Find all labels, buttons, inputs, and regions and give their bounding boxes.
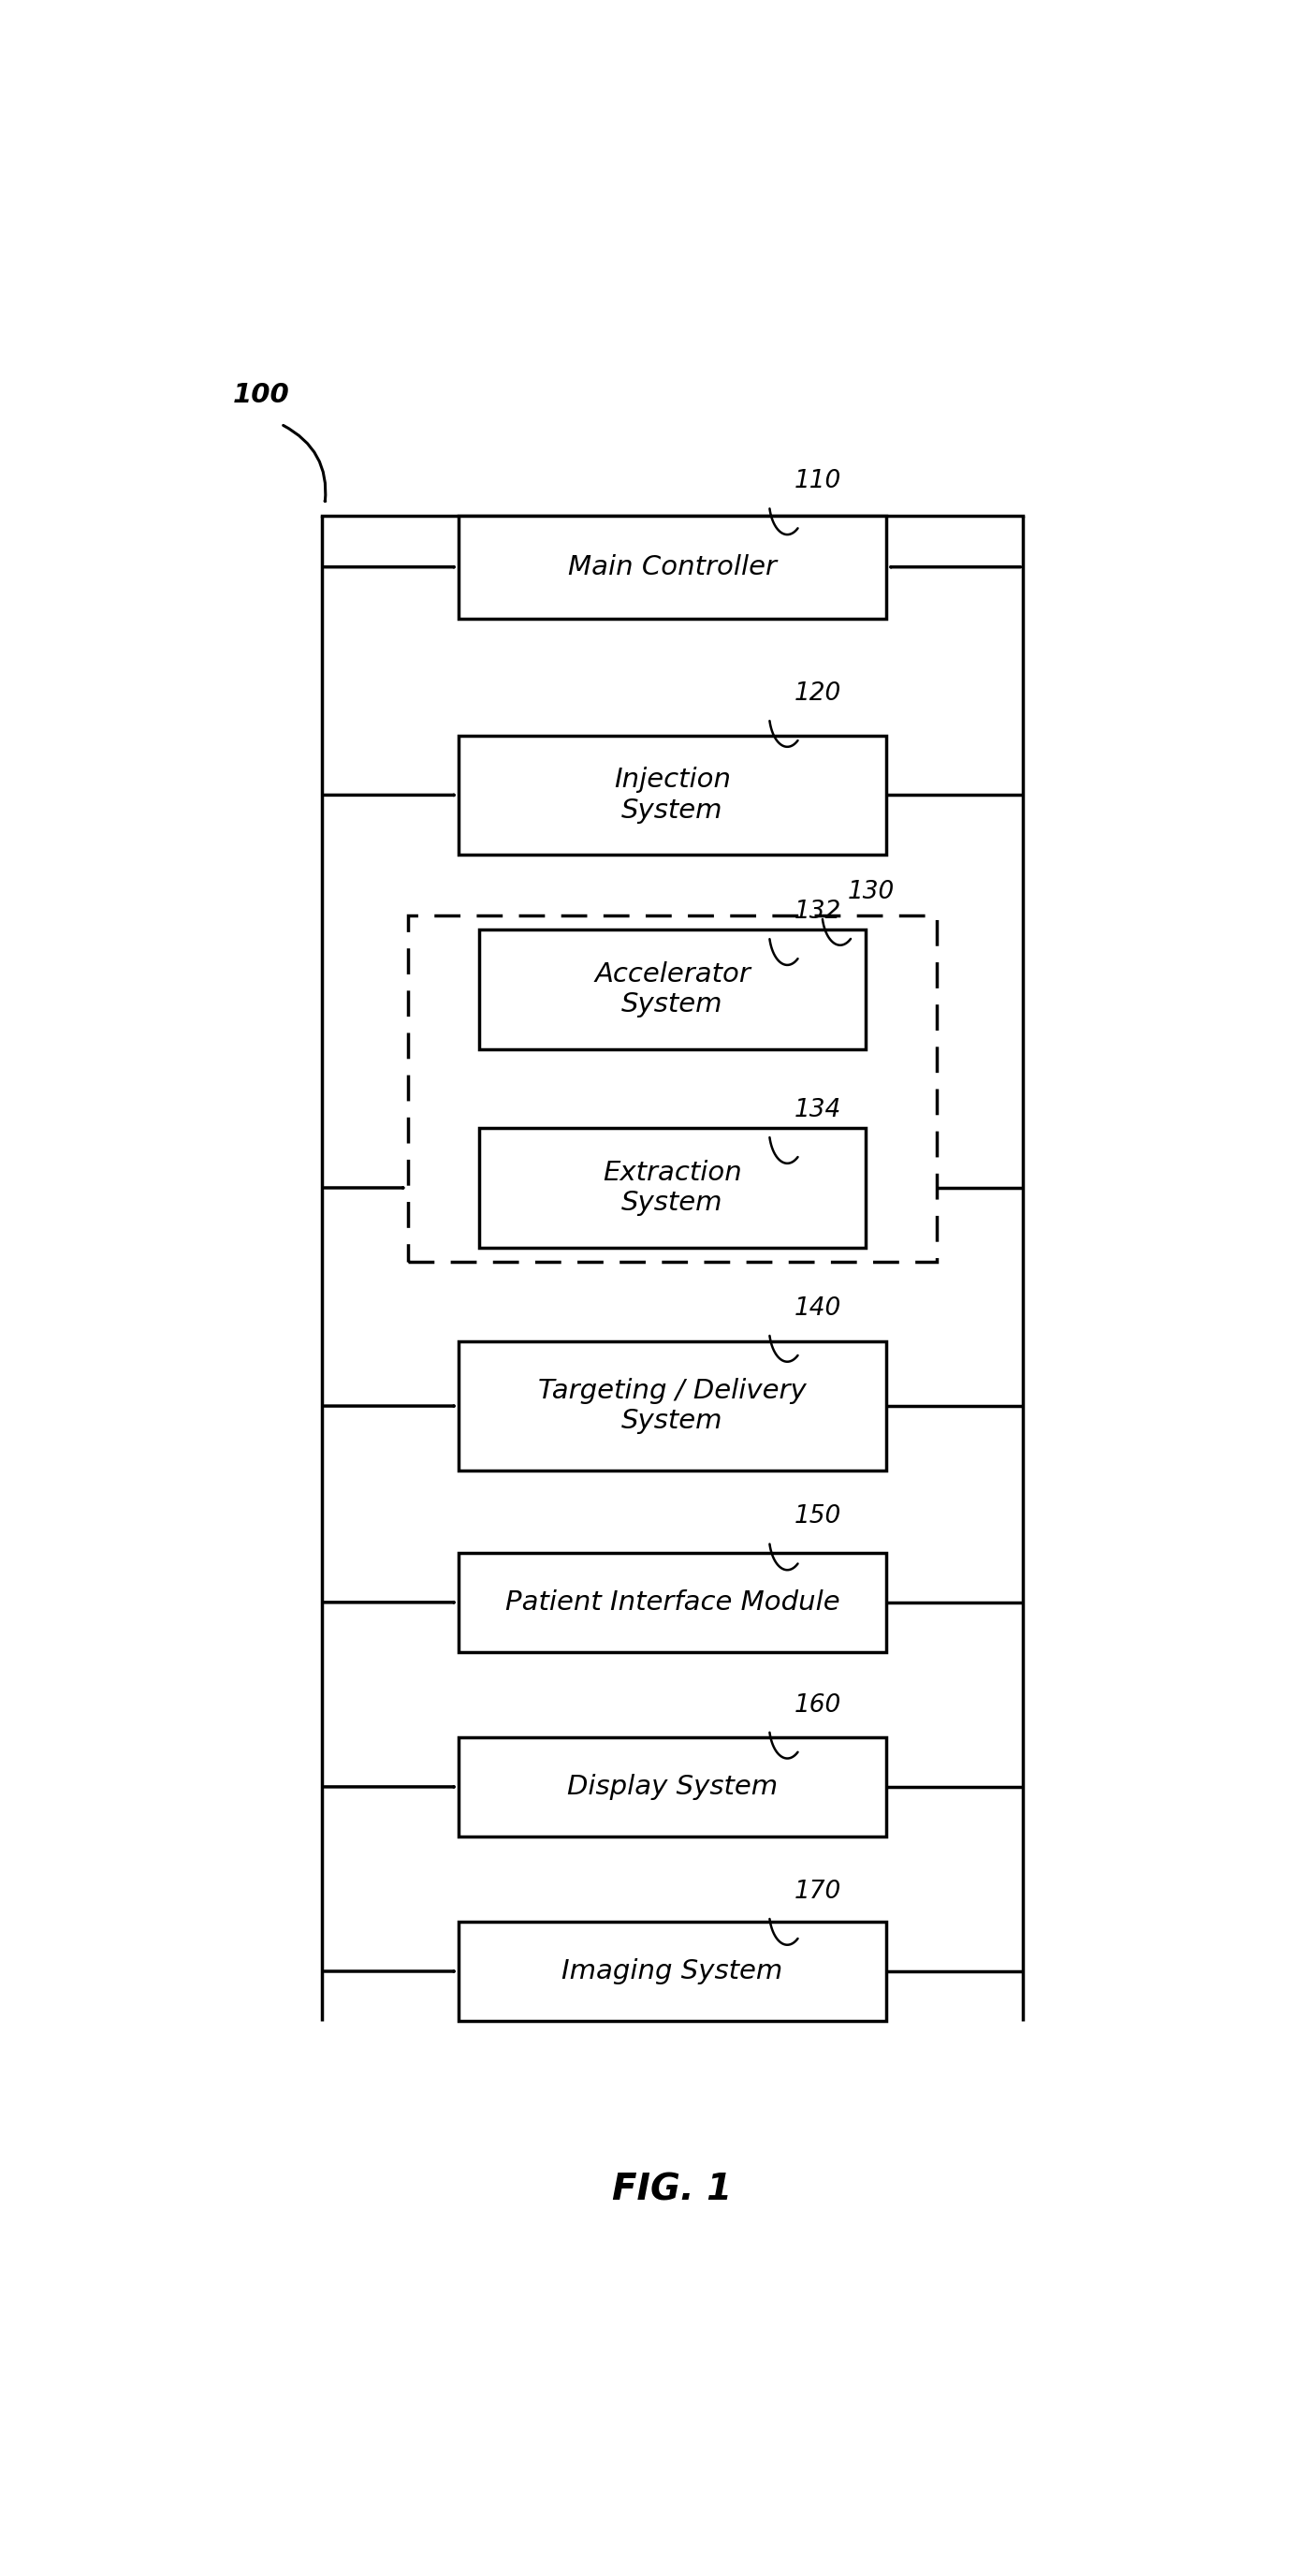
Text: 130: 130 (848, 881, 895, 904)
Text: Patient Interface Module: Patient Interface Module (505, 1589, 840, 1615)
Text: FIG. 1: FIG. 1 (613, 2172, 732, 2208)
Text: 160: 160 (794, 1692, 841, 1718)
Text: 100: 100 (234, 381, 290, 407)
Text: Accelerator
System: Accelerator System (594, 961, 750, 1018)
Bar (479, 1128, 866, 1247)
Text: Injection
System: Injection System (614, 768, 731, 824)
Bar (459, 1553, 886, 1651)
Text: 132: 132 (794, 899, 841, 925)
Text: 170: 170 (794, 1880, 841, 1904)
Bar (459, 1736, 886, 1837)
Bar (408, 914, 937, 1262)
Bar (459, 1342, 886, 1471)
Text: Targeting / Delivery
System: Targeting / Delivery System (538, 1378, 807, 1435)
Text: 134: 134 (794, 1097, 841, 1123)
Bar (459, 1922, 886, 2022)
Text: 110: 110 (794, 469, 841, 495)
Text: Display System: Display System (567, 1775, 778, 1801)
Text: Extraction
System: Extraction System (602, 1159, 743, 1216)
Text: 140: 140 (794, 1296, 841, 1321)
Text: 150: 150 (794, 1504, 841, 1530)
Bar (459, 515, 886, 618)
Bar (459, 737, 886, 855)
Bar (479, 930, 866, 1048)
Text: Imaging System: Imaging System (562, 1958, 783, 1984)
Text: 120: 120 (794, 683, 841, 706)
Text: Main Controller: Main Controller (568, 554, 777, 580)
